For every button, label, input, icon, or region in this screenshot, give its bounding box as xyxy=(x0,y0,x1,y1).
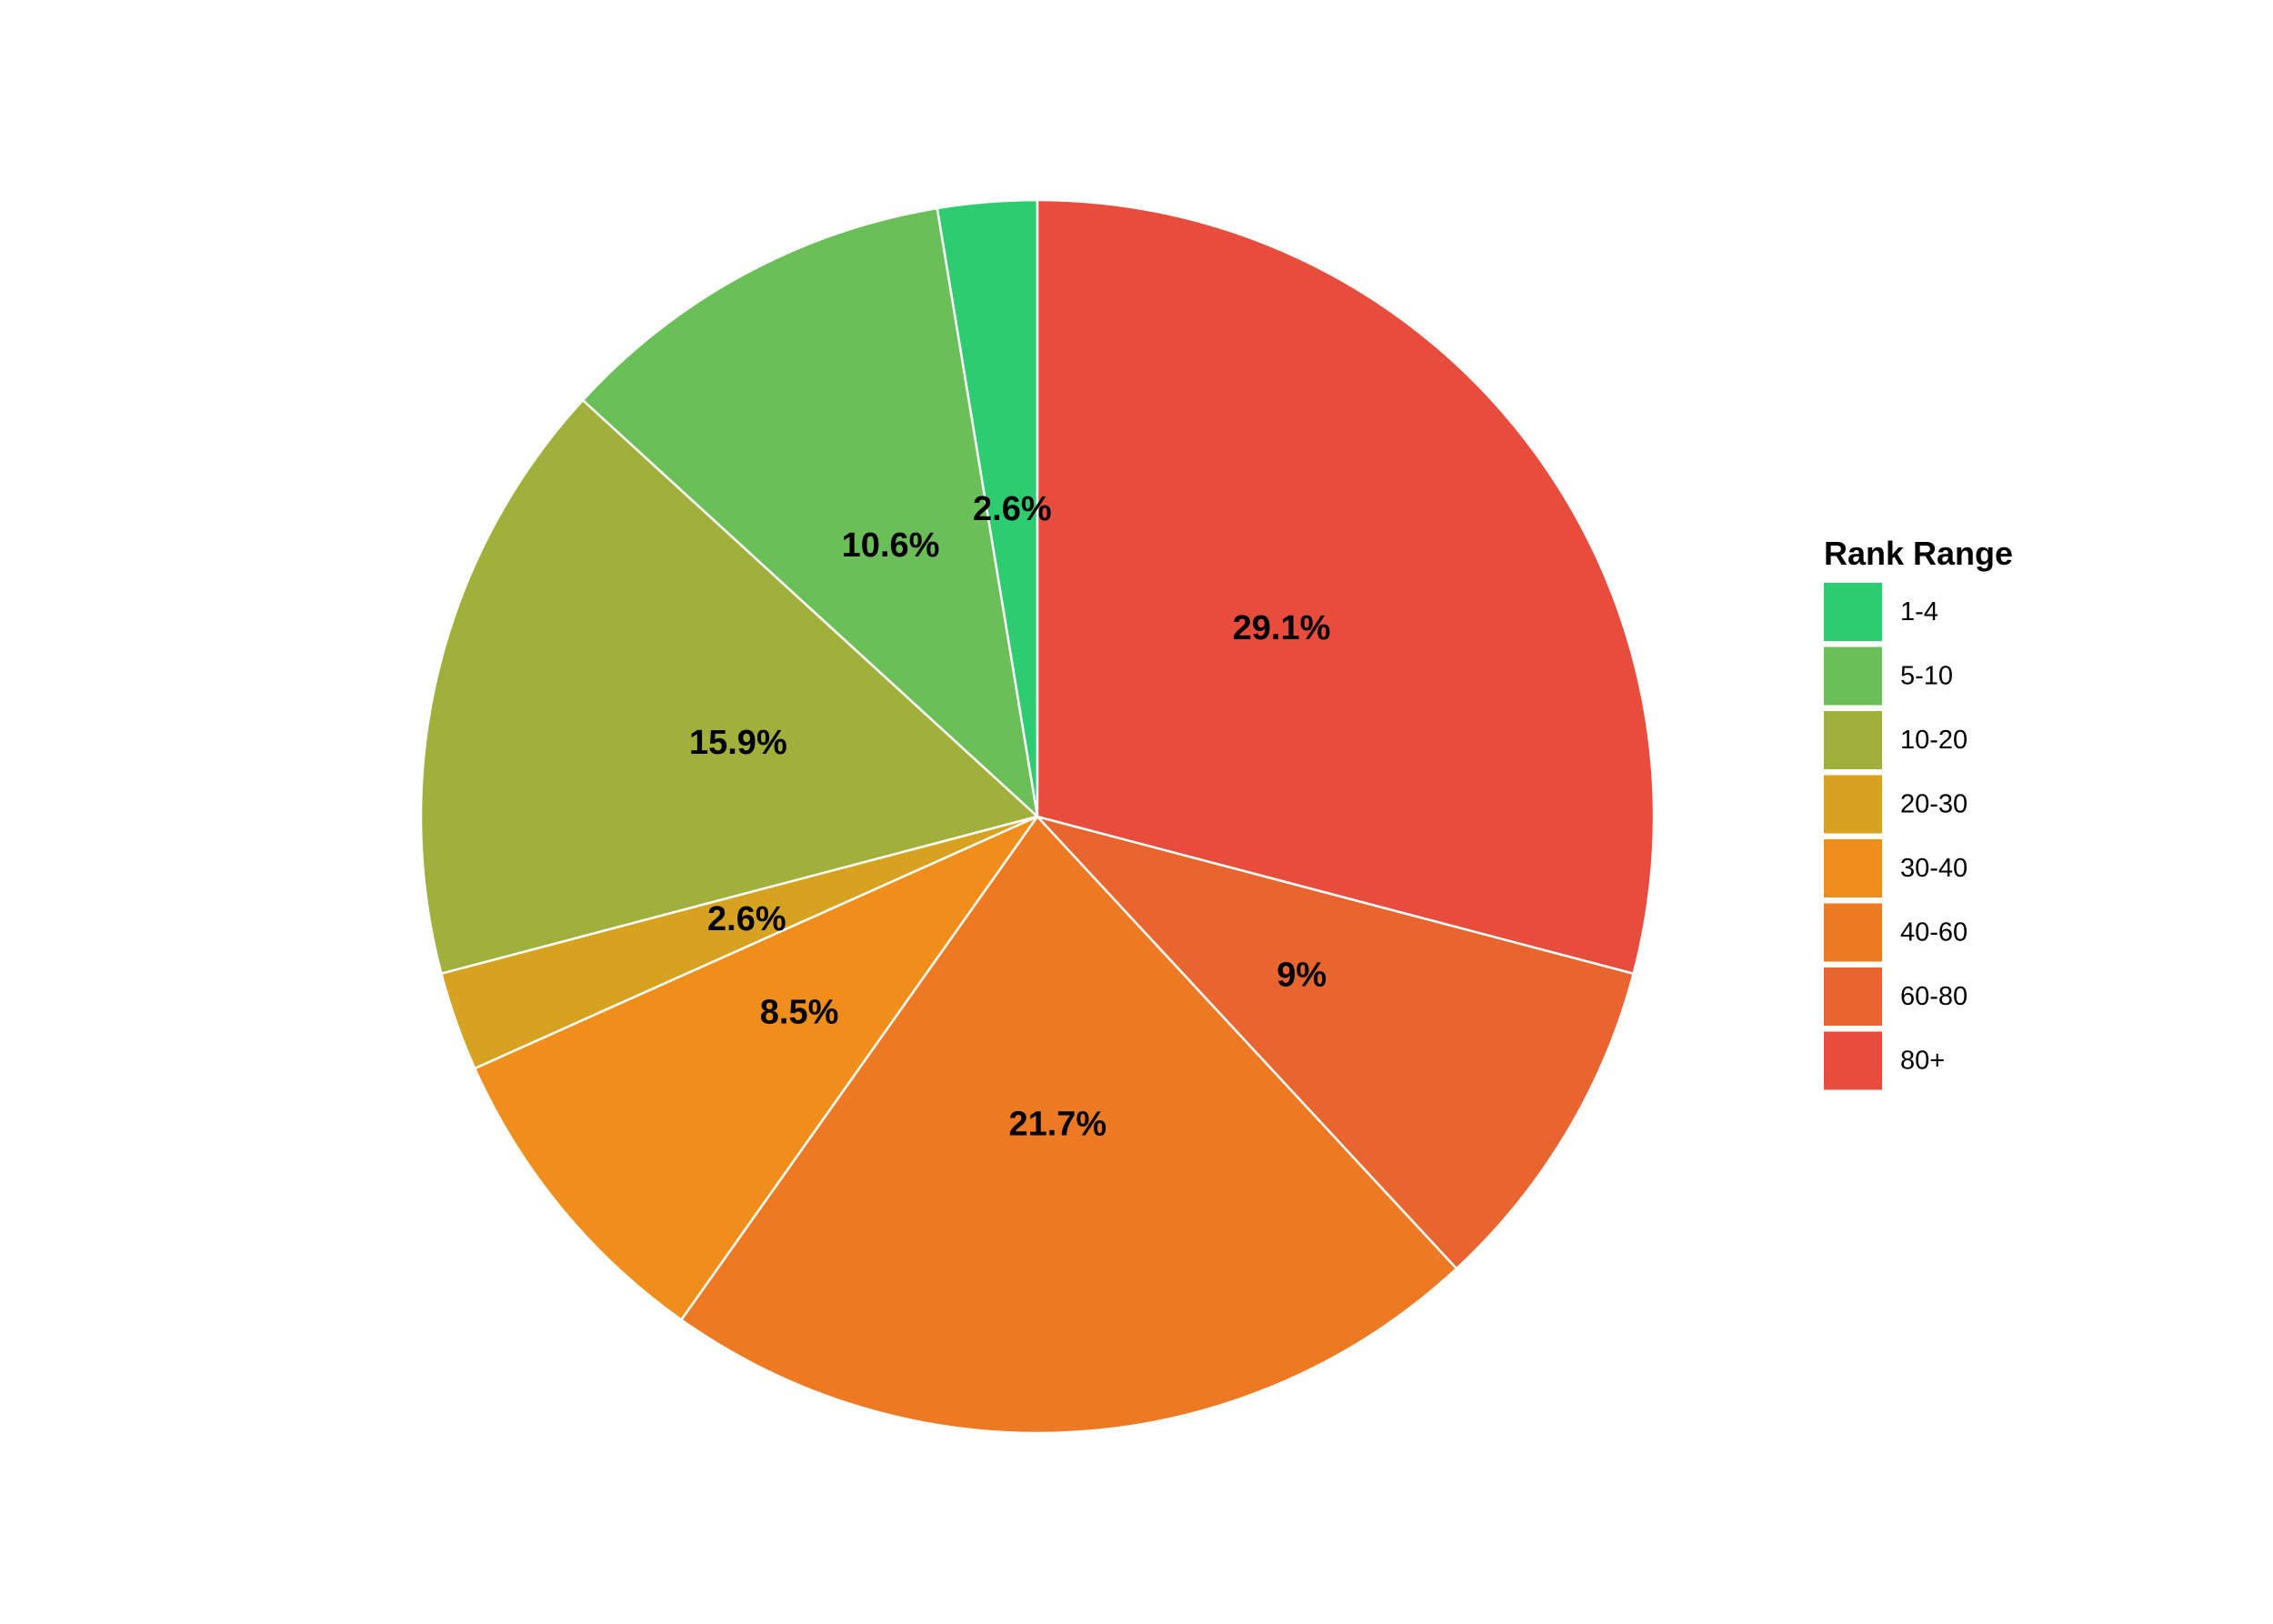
legend-label-40-60: 40-60 xyxy=(1900,918,1968,947)
legend-swatch-30-40 xyxy=(1824,839,1882,897)
legend-swatch-40-60 xyxy=(1824,903,1882,962)
slice-label-30-40: 8.5% xyxy=(760,993,839,1031)
legend-swatch-5-10 xyxy=(1824,647,1882,706)
slice-label-20-30: 2.6% xyxy=(707,900,786,938)
slice-label-60-80: 9% xyxy=(1277,956,1327,994)
slice-label-80+: 29.1% xyxy=(1233,609,1331,647)
pie-slice-80+ xyxy=(1036,198,1656,976)
legend-swatch-80+ xyxy=(1824,1031,1882,1090)
pie-slice-10-20 xyxy=(419,398,1040,976)
pie-slice-30-40 xyxy=(473,813,1041,1322)
legend: Rank Range 1-4 5-10 10-20 20-30 30-40 40-60 60… xyxy=(1824,535,2013,1090)
legend-swatch-1-4 xyxy=(1824,583,1882,641)
legend-label-10-20: 10-20 xyxy=(1900,726,1968,755)
slice-label-10-20: 15.9% xyxy=(689,724,787,762)
slice-label-40-60: 21.7% xyxy=(1008,1105,1106,1143)
slice-label-5-10: 10.6% xyxy=(842,526,940,565)
legend-swatch-20-30 xyxy=(1824,775,1882,834)
legend-swatch-10-20 xyxy=(1824,711,1882,769)
pie-slice-40-60 xyxy=(679,815,1458,1435)
legend-label-80+: 80+ xyxy=(1900,1047,1945,1076)
legend-label-20-30: 20-30 xyxy=(1900,790,1968,819)
pie-labels: 2.6% 10.6% 15.9% 2.6% 8.5% 21.7% 9% 29.1% xyxy=(689,490,1330,1143)
slice-label-1-4: 2.6% xyxy=(973,490,1052,528)
pie-slices xyxy=(419,198,1656,1435)
legend-label-30-40: 30-40 xyxy=(1900,854,1968,883)
legend-title: Rank Range xyxy=(1824,535,2013,572)
pie-slice-5-10 xyxy=(581,206,1039,820)
legend-swatch-60-80 xyxy=(1824,967,1882,1026)
legend-label-60-80: 60-80 xyxy=(1900,982,1968,1011)
legend-label-5-10: 5-10 xyxy=(1900,662,1953,691)
pie-slice-60-80 xyxy=(1034,814,1636,1270)
legend-label-1-4: 1-4 xyxy=(1900,597,1938,627)
legend-items: 1-4 5-10 10-20 20-30 30-40 40-60 60-80 80+ xyxy=(1824,583,1968,1090)
